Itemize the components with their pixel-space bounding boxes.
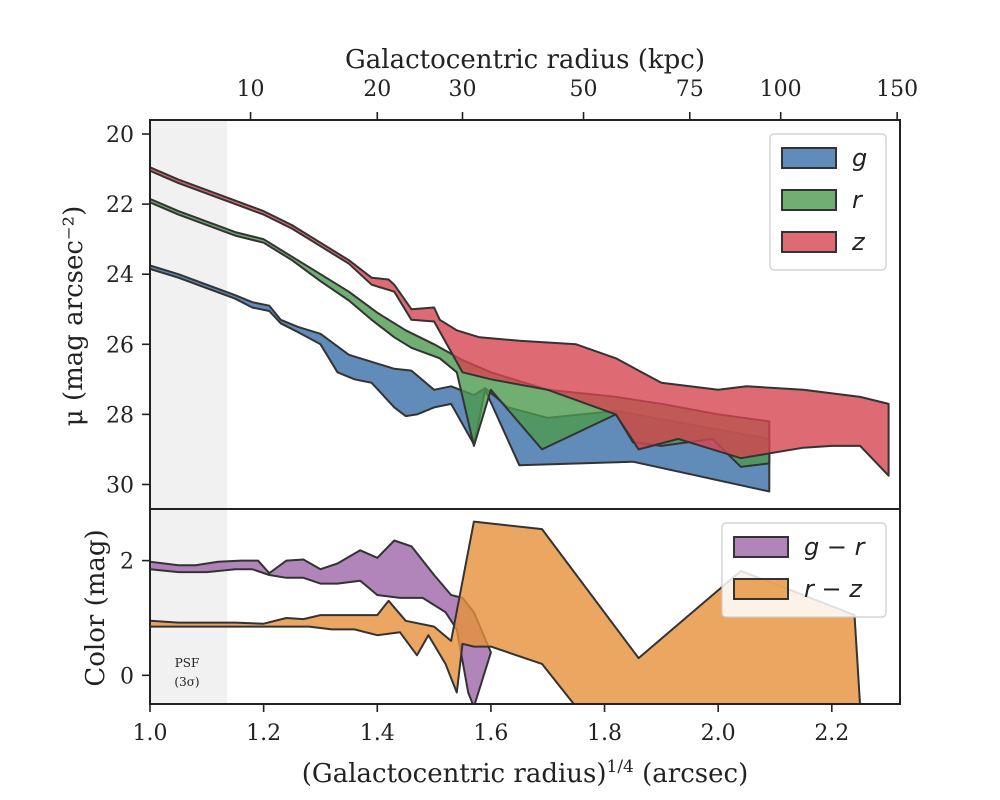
psf-region-bottom: [150, 509, 228, 704]
y-tick-label-surface-brightness-26: 26: [106, 333, 134, 358]
psf-sublabel: (3σ): [174, 675, 199, 689]
x-tick-label-1-8: 1.8: [587, 721, 622, 746]
surface-brightness-series: [150, 166, 890, 493]
y-tick-label-surface-brightness-20: 20: [106, 123, 134, 148]
x-tick-label-1-0: 1.0: [133, 721, 168, 746]
top-tick-label-30: 30: [449, 77, 477, 102]
top-tick-label-75: 75: [676, 77, 704, 102]
y-tick-label-color-2: 2: [120, 550, 134, 575]
legend-label-z: z: [851, 228, 866, 256]
x-axis-title: (Galactocentric radius)1/4 (arcsec): [302, 757, 748, 789]
x-tick-label-1-4: 1.4: [360, 721, 395, 746]
legend-label-g: g: [852, 144, 867, 172]
bottom-panel-frame: [149, 508, 901, 705]
area-surface-brightness-g: [150, 264, 771, 493]
y-tick-label-color-0: 0: [120, 664, 134, 689]
top-tick-label-150: 150: [876, 77, 918, 102]
legend-label-r: r: [852, 186, 864, 214]
area-color-r-z: [150, 520, 862, 704]
y-tick-label-surface-brightness-22: 22: [106, 193, 134, 218]
top-tick-label-100: 100: [760, 77, 802, 102]
x-tick-label-1-6: 1.6: [473, 721, 508, 746]
y-tick-label-surface-brightness-30: 30: [106, 473, 134, 498]
psf-region-top: [150, 120, 228, 509]
legends: grz g − r r − z: [721, 133, 887, 618]
bottom-y-axis-title: Color (mag): [81, 529, 111, 686]
color-series: [150, 520, 862, 704]
legend-label-r-z: r − z: [804, 575, 863, 603]
top-axis-title: Galactocentric radius (kpc): [345, 45, 705, 75]
x-tick-label-2-2: 2.2: [814, 721, 849, 746]
x-tick-label-1-2: 1.2: [246, 721, 281, 746]
y-tick-label-surface-brightness-24: 24: [106, 263, 134, 288]
x-tick-label-2-0: 2.0: [701, 721, 736, 746]
psf-label: PSF: [175, 656, 200, 670]
legend-label-g-r: g − r: [804, 533, 867, 561]
top-tick-label-10: 10: [237, 77, 265, 102]
legend-swatch-z: [781, 231, 837, 253]
area-surface-brightness-z: [150, 166, 890, 477]
legend-swatch-r-z: [733, 578, 789, 600]
legend-swatch-g-r: [733, 536, 789, 558]
top-y-axis-title: μ (mag arcsec⁻²): [59, 206, 89, 426]
top-tick-label-50: 50: [570, 77, 598, 102]
legend-swatch-g: [781, 147, 837, 169]
area-color-g-r: [150, 539, 492, 704]
legend-swatch-r: [781, 189, 837, 211]
axis-ticks: 20 22 24 26 28 30 0 2 1.0 1.2 1.4 1.6 1.8 2.0 2.2 10 20 3…: [106, 77, 918, 746]
y-tick-label-surface-brightness-28: 28: [106, 403, 134, 428]
top-tick-label-20: 20: [363, 77, 391, 102]
